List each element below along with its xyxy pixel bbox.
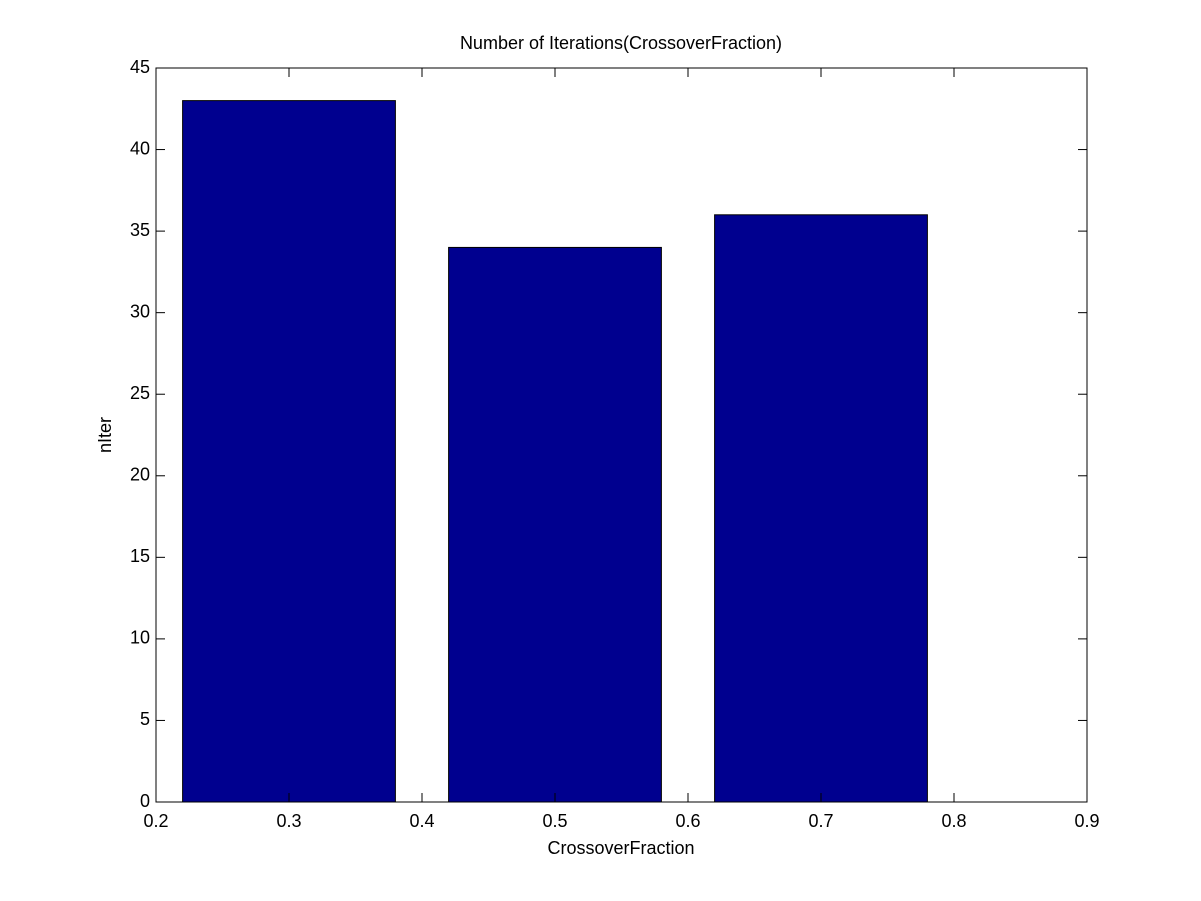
bar: [182, 100, 396, 803]
x-tick-label: 0.5: [542, 811, 567, 831]
x-tick-label: 0.2: [143, 811, 168, 831]
bar: [448, 246, 662, 803]
x-tick-label: 0.8: [941, 811, 966, 831]
x-tick-label: 0.9: [1074, 811, 1099, 831]
y-tick-label: 30: [130, 301, 150, 321]
y-tick-label: 15: [130, 546, 150, 566]
y-tick-label: 45: [130, 57, 150, 77]
bar: [714, 214, 928, 803]
x-tick-label: 0.4: [409, 811, 434, 831]
y-axis-label: nIter: [95, 417, 115, 453]
chart-title: Number of Iterations(CrossoverFraction): [460, 33, 782, 53]
axes-box: [155, 67, 1088, 803]
y-tick-label: 40: [130, 138, 150, 158]
x-tick-label: 0.3: [276, 811, 301, 831]
x-tick-label: 0.7: [808, 811, 833, 831]
y-tick-label: 0: [140, 791, 150, 811]
x-tick-label: 0.6: [675, 811, 700, 831]
x-axis-label: CrossoverFraction: [547, 838, 694, 858]
y-tick-label: 5: [140, 709, 150, 729]
y-tick-label: 20: [130, 465, 150, 485]
y-tick-label: 25: [130, 383, 150, 403]
y-tick-label: 10: [130, 628, 150, 648]
y-tick-label: 35: [130, 220, 150, 240]
